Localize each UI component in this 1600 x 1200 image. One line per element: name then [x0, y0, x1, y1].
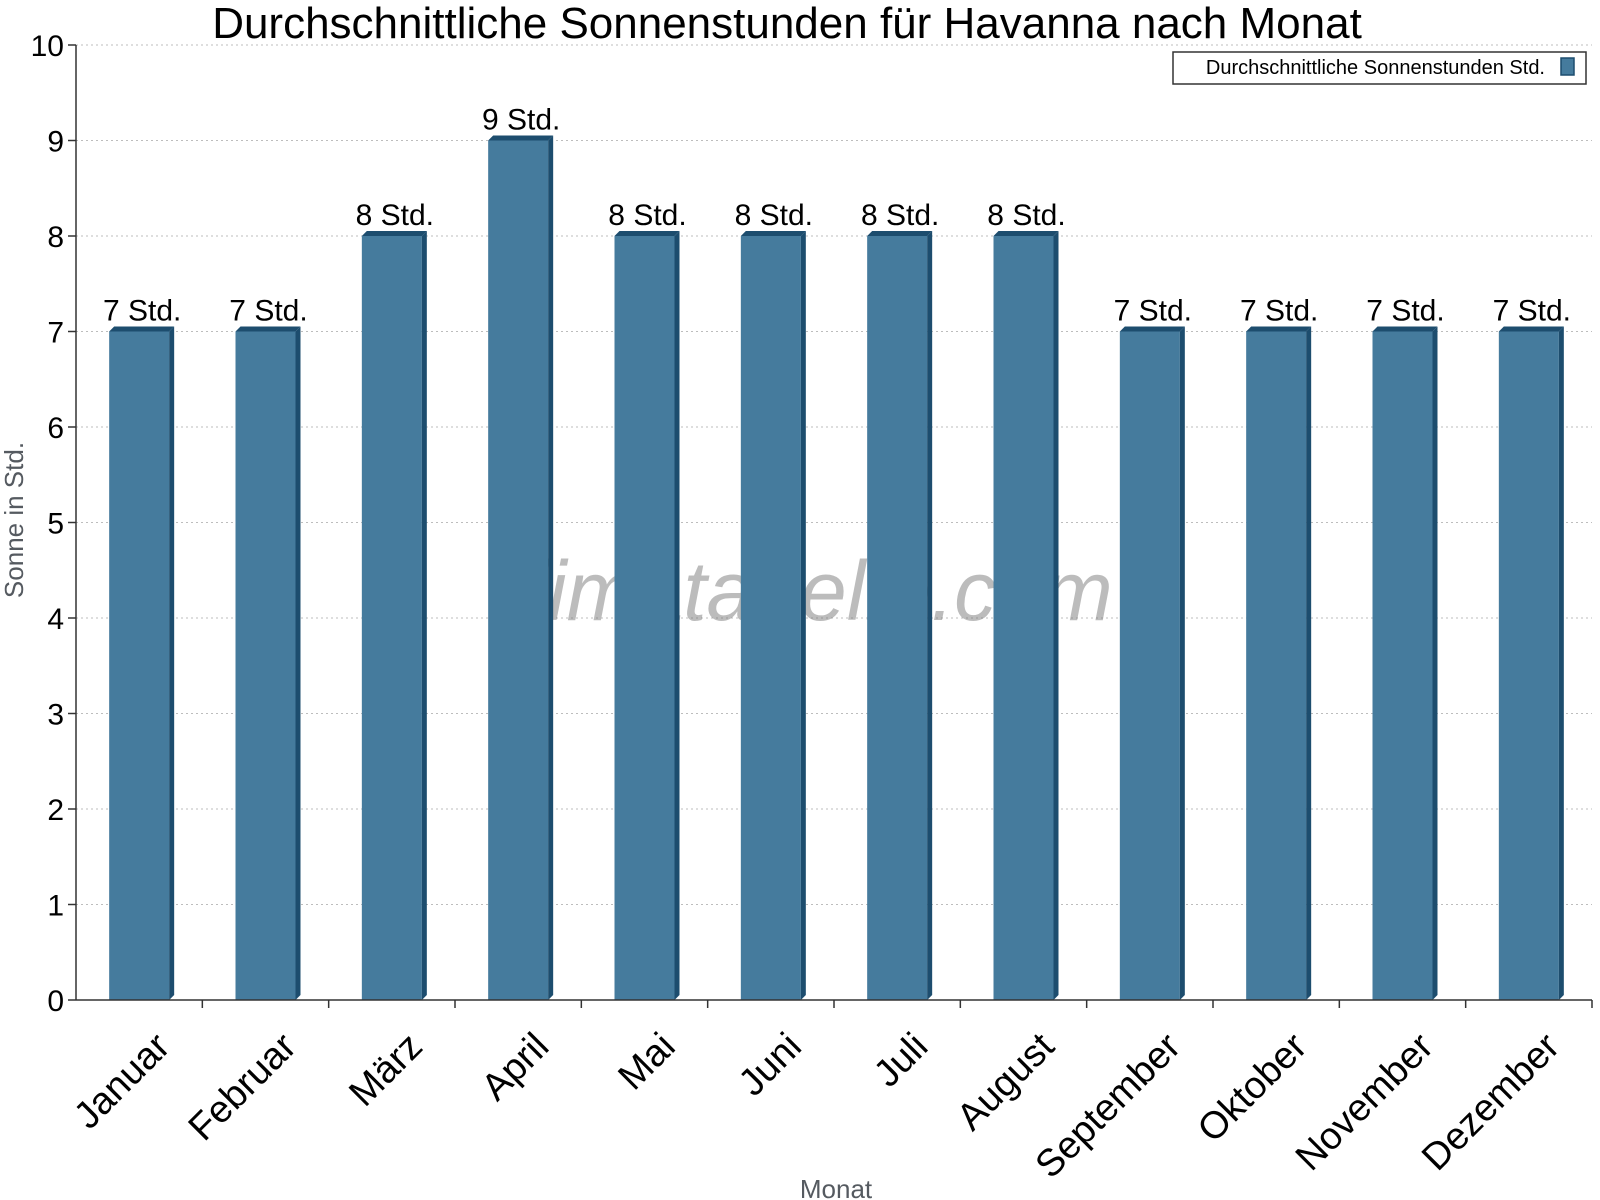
data-label: 9 Std.	[482, 104, 560, 137]
bar-märz	[361, 231, 427, 1000]
bar-face	[1246, 331, 1307, 1000]
y-tick-label: 8	[47, 221, 64, 254]
bar-side	[1053, 231, 1059, 1000]
bar-face	[1119, 331, 1180, 1000]
y-tick-label: 4	[47, 603, 64, 636]
bar-side	[1558, 326, 1564, 1000]
data-label: 7 Std.	[1493, 295, 1571, 328]
y-tick-label: 6	[47, 412, 64, 445]
x-tick-label: Januar	[66, 1025, 178, 1137]
bar-top	[235, 326, 301, 332]
bar-august	[993, 231, 1059, 1000]
bar-side	[1306, 326, 1312, 1000]
data-labels: 7 Std. 7 Std. 8 Std. 9 Std. 8 Std. 8 Std. 8 St…	[103, 104, 1571, 328]
bar-top	[614, 231, 680, 236]
x-tick-label: Juli	[866, 1025, 936, 1095]
x-tick-labels: Januar Februar März April Mai Juni Juli AugustS…	[66, 1025, 1568, 1186]
x-tick-label: Februar	[181, 1025, 305, 1149]
bar-top	[867, 231, 933, 236]
x-tick-label: Dezember	[1414, 1025, 1568, 1179]
bar-side	[1179, 326, 1185, 1000]
bar-november	[1372, 326, 1438, 1000]
data-label: 8 Std.	[861, 199, 939, 232]
bar-face	[614, 236, 675, 1000]
gridlines	[76, 44, 1592, 905]
bar-face	[867, 236, 928, 1000]
y-tick-label: 10	[31, 30, 64, 63]
x-tick-label: Juni	[731, 1025, 810, 1104]
bar-side	[421, 231, 427, 1000]
y-tick-label: 2	[47, 794, 64, 827]
bar-side	[295, 326, 301, 1000]
x-tick-label: November	[1288, 1025, 1442, 1179]
bar-september	[1119, 326, 1185, 1000]
legend: Durchschnittliche Sonnenstunden Std.	[1172, 51, 1587, 85]
legend-entry-label: Durchschnittliche Sonnenstunden Std.	[1206, 57, 1545, 79]
bar-side	[169, 326, 175, 1000]
data-label: 7 Std.	[1366, 295, 1444, 328]
data-label: 7 Std.	[103, 295, 181, 328]
axes	[68, 44, 1593, 1008]
bar-juli	[867, 231, 933, 1000]
bar-side	[800, 231, 806, 1000]
bar-top	[361, 231, 427, 236]
bar-top	[1246, 326, 1312, 332]
bar-april	[488, 135, 554, 1000]
bar-face	[488, 140, 549, 1000]
data-label: 7 Std.	[1240, 295, 1318, 328]
x-tick-label: Mai	[611, 1025, 684, 1098]
y-tick-label: 7	[47, 317, 64, 350]
data-label: 8 Std.	[735, 199, 813, 232]
x-tick-label: Oktober	[1190, 1025, 1316, 1151]
data-label: 7 Std.	[229, 295, 307, 328]
data-label: 8 Std.	[987, 199, 1065, 232]
y-tick-label: 5	[47, 508, 64, 541]
y-tick-label: 0	[47, 985, 64, 1018]
bar-face	[235, 331, 296, 1000]
bar-top	[488, 135, 554, 141]
y-tick-label: 3	[47, 699, 64, 732]
bar-mai	[614, 231, 680, 1000]
x-axis-label: Monat	[800, 1174, 873, 1200]
bar-top	[993, 231, 1059, 236]
bar-top	[740, 231, 806, 236]
bar-face	[109, 331, 170, 1000]
bar-top	[1498, 326, 1564, 332]
bar-side	[674, 231, 680, 1000]
bar-side	[548, 135, 554, 1000]
x-tick-label: August	[949, 1025, 1063, 1139]
bar-dezember	[1498, 326, 1564, 1000]
data-label: 7 Std.	[1114, 295, 1192, 328]
bar-face	[993, 236, 1054, 1000]
legend-swatch	[1560, 57, 1575, 76]
x-tick-label: April	[474, 1025, 557, 1108]
x-tick-label: März	[341, 1025, 430, 1114]
bar-januar	[109, 326, 175, 1000]
data-label: 8 Std.	[608, 199, 686, 232]
y-tick-labels: 0 1 2 3 4 5 6 7 8 9 10	[31, 30, 64, 1018]
bar-face	[740, 236, 801, 1000]
data-label: 8 Std.	[356, 199, 434, 232]
y-tick-label: 1	[47, 890, 64, 923]
bar-side	[1432, 326, 1438, 1000]
bar-face	[361, 236, 422, 1000]
y-axis-label: Sonne in Std.	[0, 442, 29, 598]
bar-series	[109, 135, 1564, 1000]
bar-juni	[740, 231, 806, 1000]
chart-title: Durchschnittliche Sonnenstunden für Hava…	[212, 0, 1362, 48]
bar-side	[927, 231, 933, 1000]
y-tick-label: 9	[47, 126, 64, 159]
bar-februar	[235, 326, 301, 1000]
bar-face	[1372, 331, 1433, 1000]
bar-top	[1372, 326, 1438, 332]
legend-box	[1172, 51, 1587, 85]
bar-top	[1119, 326, 1185, 332]
bar-top	[109, 326, 175, 332]
bar-face	[1498, 331, 1559, 1000]
bar-oktober	[1246, 326, 1312, 1000]
